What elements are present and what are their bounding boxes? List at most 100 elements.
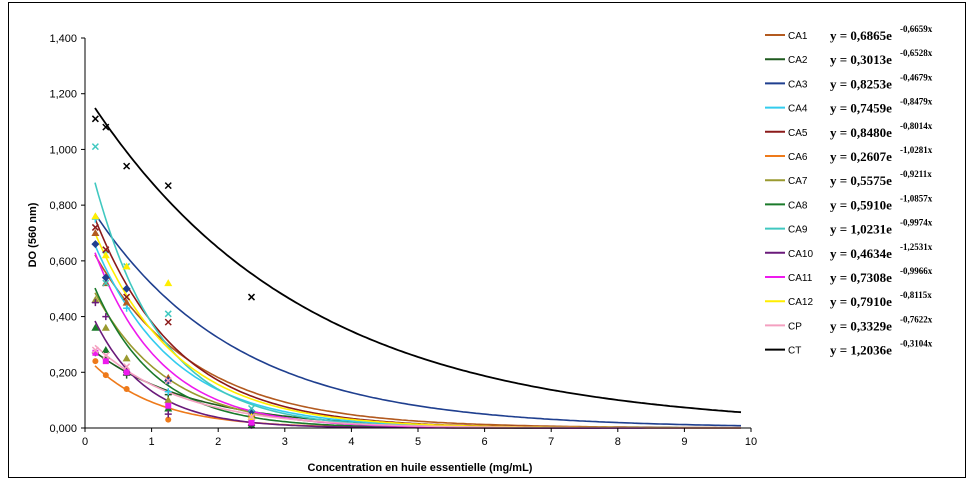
data-point-ct [102, 123, 110, 131]
legend-equation-ca12: y = 0,7910e [830, 294, 892, 309]
trendline-ca8 [94, 287, 741, 429]
data-point-ca9 [164, 310, 172, 318]
trendline-ca7 [94, 292, 741, 429]
legend-equation-ca1: y = 0,6865e [830, 28, 892, 43]
legend-exponent-ca2: -0,6528x [900, 48, 933, 58]
data-point-ca7 [122, 354, 131, 362]
data-point-ca6 [165, 416, 172, 423]
legend-exponent-ca9: -0,9974x [900, 218, 933, 228]
legend-exponent-ca8: -1,0857x [900, 193, 933, 203]
data-point-ct [123, 162, 131, 170]
legend-label-ca9: CA9 [788, 225, 808, 236]
legend-label-ca10: CA10 [788, 249, 813, 260]
legend-equation-ca5: y = 0,8480e [830, 125, 892, 140]
data-point-ca7 [164, 396, 173, 404]
legend-exponent-ca1: -0,6659x [900, 24, 933, 34]
trendline-ca5 [94, 218, 741, 429]
y-tick-label: 0,800 [49, 200, 77, 212]
data-point-ca3 [122, 284, 131, 293]
data-point-ca12 [164, 279, 173, 287]
data-point-ct [164, 182, 172, 190]
data-point-ca9 [247, 404, 256, 413]
legend-equation-ct: y = 1,2036e [830, 343, 892, 358]
legend-equation-ca7: y = 0,5575e [830, 173, 892, 188]
x-tick-label: 4 [348, 436, 354, 448]
data-point-ca9 [102, 279, 110, 287]
x-tick-label: 9 [681, 436, 687, 448]
x-tick-label: 1 [149, 436, 155, 448]
x-tick-label: 5 [415, 436, 421, 448]
x-tick-label: 10 [745, 436, 757, 448]
legend: CA1 y = 0,6865e -0,6659x CA2 y = 0,3013e -0,6… [765, 24, 933, 358]
legend-exponent-ca7: -0,9211x [900, 169, 932, 179]
legend-label-ct: CT [788, 346, 801, 357]
legend-equation-ca10: y = 0,4634e [830, 246, 892, 261]
data-point-ca5 [164, 318, 172, 326]
legend-label-ca2: CA2 [788, 55, 808, 66]
data-point-ca11 [102, 358, 109, 365]
data-point-ca12 [122, 262, 131, 270]
data-point-cp [91, 346, 99, 354]
legend-equation-ca6: y = 0,2607e [830, 149, 892, 164]
trendlines [94, 107, 742, 429]
legend-equation-ca4: y = 0,7459e [830, 101, 892, 116]
legend-equation-ca9: y = 1,0231e [830, 222, 892, 237]
trendline-ca1 [94, 254, 741, 429]
data-point-cp [164, 377, 172, 385]
data-point-ca12 [91, 212, 100, 220]
data-point-ct [247, 293, 256, 301]
legend-equation-ca8: y = 0,5910e [830, 197, 892, 212]
legend-exponent-ca5: -0,8014x [900, 121, 933, 131]
legend-exponent-ca6: -1,0281x [900, 145, 933, 155]
trendline-ca9 [94, 182, 741, 429]
trendline-ca11 [94, 252, 741, 429]
y-tick-label: 0,200 [49, 367, 77, 379]
data-point-ca6 [102, 372, 109, 379]
data-point-ca8 [101, 346, 110, 353]
legend-equation-ca3: y = 0,8253e [830, 76, 892, 91]
legend-exponent-ca3: -0,4679x [900, 72, 933, 82]
data-point-ca11 [248, 419, 255, 426]
data-point-ca11 [123, 369, 130, 376]
data-point-ca3 [247, 407, 256, 416]
legend-exponent-ca11: -0,9966x [900, 266, 933, 276]
y-tick-label: 0,000 [49, 423, 77, 435]
legend-label-ca7: CA7 [788, 176, 808, 187]
legend-label-ca12: CA12 [788, 297, 813, 308]
legend-label-cp: CP [788, 321, 802, 332]
data-point-cp [102, 352, 110, 360]
data-point-ca10 [102, 313, 110, 321]
legend-label-ca11: CA11 [788, 273, 813, 284]
x-tick-label: 7 [548, 436, 554, 448]
x-tick-label: 6 [482, 436, 488, 448]
x-tick-label: 2 [215, 436, 221, 448]
x-tick-label: 3 [282, 436, 288, 448]
data-point-ca1 [91, 229, 100, 236]
legend-equation-ca2: y = 0,3013e [830, 52, 892, 67]
legend-exponent-ca4: -0,8479x [900, 97, 933, 107]
legend-label-ca4: CA4 [788, 104, 808, 115]
legend-exponent-ca10: -1,2531x [900, 242, 933, 252]
data-point-ca7 [101, 323, 110, 331]
y-axis-title: DO (560 nm) [27, 202, 39, 267]
x-axis-title: Concentration en huile essentielle (mg/m… [308, 462, 533, 474]
data-point-ca11 [92, 349, 99, 356]
legend-label-ca3: CA3 [788, 79, 808, 90]
y-tick-label: 1,200 [49, 89, 77, 101]
axes: 0,000 0,200 0,400 0,600 0,800 1,000 1,200 1,400… [49, 33, 757, 448]
legend-label-ca1: CA1 [788, 31, 808, 42]
legend-equation-ca11: y = 0,7308e [830, 270, 892, 285]
legend-equation-cp: y = 0,3329e [830, 318, 892, 333]
data-point-ca5 [102, 246, 110, 254]
data-markers [91, 115, 256, 429]
legend-label-ca6: CA6 [788, 152, 808, 163]
data-point-ca4 [123, 304, 131, 312]
x-tick-label: 0 [82, 436, 88, 448]
data-point-ca6 [123, 386, 130, 392]
data-point-ca3 [91, 240, 100, 249]
data-point-ca11 [165, 402, 172, 409]
data-point-ca10 [91, 299, 99, 307]
y-tick-label: 1,000 [49, 144, 77, 156]
legend-exponent-cp: -0,7622x [900, 314, 933, 324]
